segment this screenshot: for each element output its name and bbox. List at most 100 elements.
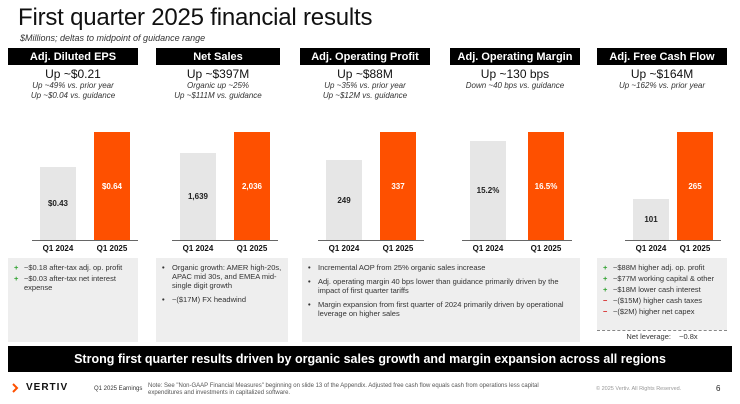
bullet-icon: • (308, 263, 311, 272)
bar-current-label: 337 (391, 181, 405, 191)
note-text: ~($15M) higher cash taxes (613, 296, 703, 305)
logo-text: VERTIV (26, 382, 69, 393)
note-text: ~$18M lower cash interest (613, 285, 701, 294)
note-text: ~$0.03 after-tax net interest expense (24, 274, 116, 292)
panel-adj-fcf: Adj. Free Cash Flow Up ~$164M Up ~162% v… (597, 48, 727, 260)
x-label-prior: Q1 2024 (182, 244, 214, 253)
note-item: + ~$77M working capital & other (603, 274, 721, 283)
bullet-icon: • (308, 277, 311, 286)
note-item: + ~$88M higher adj. op. profit (603, 263, 721, 272)
note-item: − ~($15M) higher cash taxes (603, 296, 721, 305)
notes-fcf: + ~$88M higher adj. op. profit + ~$77M work… (597, 258, 727, 330)
bar-current: 16.5% (528, 132, 564, 240)
panel-sub-2: Up ~$0.04 vs. guidance (30, 91, 116, 100)
chart-adj-fcf: 101 265 Q1 2024 Q1 2025 (597, 48, 727, 260)
panel-sub-2: Up ~$111M vs. guidance (174, 91, 262, 100)
bar-prior-label: 101 (644, 215, 658, 224)
bar-current-label: 265 (688, 181, 702, 191)
panel-headline: Up ~$397M (186, 67, 250, 81)
bar-current: 337 (380, 132, 416, 240)
chart-baseline (625, 240, 721, 241)
bar-current-label: 2,036 (241, 181, 263, 191)
note-text: Organic growth: AMER high-20s, APAC mid … (172, 263, 282, 290)
chart-net-sales: 1,639 2,036 Q1 2024 Q1 2025 (156, 48, 280, 260)
chart-baseline (318, 240, 424, 241)
note-text: ~$77M working capital & other (613, 274, 715, 283)
panel-headline: Up ~$0.21 (45, 67, 101, 81)
bar-prior-label: 1,639 (187, 192, 209, 201)
x-label-prior: Q1 2024 (635, 244, 667, 253)
note-item: − ~($2M) higher net capex (603, 307, 721, 316)
notes-operations: • Incremental AOP from 25% organic sales … (302, 258, 580, 342)
bar-prior-label: 249 (337, 195, 351, 205)
summary-banner: Strong first quarter results driven by o… (8, 346, 732, 372)
x-label-prior: Q1 2024 (328, 244, 360, 253)
x-label-current: Q1 2025 (382, 244, 414, 253)
chart-baseline (32, 240, 138, 241)
x-label-current: Q1 2025 (96, 244, 128, 253)
panel-adj-eps: Adj. Diluted EPS Up ~$0.21 Up ~49% vs. p… (8, 48, 138, 260)
panel-net-sales: Net Sales Up ~$397M Organic up ~25% Up ~… (156, 48, 280, 260)
note-text: Adj. operating margin 40 bps lower than … (318, 277, 559, 295)
minus-icon: − (603, 296, 608, 305)
net-leverage-label: Net leverage: (626, 332, 671, 341)
vertiv-logo-icon (12, 382, 19, 393)
chart-adj-op-margin: 15.2% 16.5% Q1 2024 Q1 2025 (450, 48, 580, 260)
panel-header: Net Sales (156, 48, 280, 65)
x-label-prior: Q1 2024 (472, 244, 504, 253)
bar-prior: 101 (633, 199, 669, 240)
bar-current: 265 (677, 132, 713, 240)
x-label-prior: Q1 2024 (42, 244, 74, 253)
bar-current: 2,036 (234, 132, 270, 240)
panel-headline: Up ~$88M (337, 67, 393, 81)
bar-prior: $0.43 (40, 167, 76, 240)
note-text: Margin expansion from first quarter of 2… (318, 300, 564, 318)
panel-header: Adj. Free Cash Flow (597, 48, 727, 65)
panel-header: Adj. Operating Margin (450, 48, 580, 65)
note-item: • Organic growth: AMER high-20s, APAC mid… (162, 263, 282, 290)
plus-icon: + (603, 263, 608, 272)
bar-prior-label: 15.2% (476, 186, 500, 195)
bullet-icon: • (162, 295, 165, 304)
chart-adj-eps: $0.43 $0.64 Q1 2024 Q1 2025 (8, 48, 138, 260)
plus-icon: + (14, 263, 19, 272)
notes-sales: • Organic growth: AMER high-20s, APAC mid… (156, 258, 288, 342)
bullet-icon: • (162, 263, 165, 272)
panel-headline: Up ~$164M (630, 67, 694, 81)
page-number: 6 (716, 384, 721, 393)
bar-current-label: 16.5% (534, 181, 558, 191)
bar-prior: 249 (326, 160, 362, 240)
panel-sub-1: Up ~35% vs. prior year (324, 81, 406, 90)
panel-header: Adj. Operating Profit (300, 48, 430, 65)
note-item: • Adj. operating margin 40 bps lower than… (308, 277, 574, 295)
x-label-current: Q1 2025 (679, 244, 711, 253)
plus-icon: + (14, 274, 19, 283)
note-text: ~($2M) higher net capex (613, 307, 695, 316)
note-item: • ~($17M) FX headwind (162, 295, 282, 304)
bar-prior-label: $0.43 (47, 199, 69, 208)
net-leverage: Net leverage: ~0.8x (597, 330, 727, 342)
copyright: © 2025 Vertiv. All Rights Reserved. (596, 386, 682, 392)
x-label-current: Q1 2025 (236, 244, 268, 253)
footnote: Note: See "Non-GAAP Financial Measures" … (148, 383, 539, 396)
net-leverage-value: ~0.8x (679, 332, 698, 341)
panel-header: Adj. Diluted EPS (8, 48, 138, 65)
note-item: • Margin expansion from first quarter of … (308, 300, 574, 318)
minus-icon: − (603, 307, 608, 316)
panel-sub-1: Down ~40 bps vs. guidance (465, 81, 565, 90)
page-subtitle: $Millions; deltas to midpoint of guidanc… (20, 33, 206, 43)
panel-headline: Up ~130 bps (480, 67, 550, 81)
plus-icon: + (603, 285, 608, 294)
panel-adj-op-profit: Adj. Operating Profit Up ~$88M Up ~35% v… (300, 48, 430, 260)
chart-baseline (462, 240, 572, 241)
plus-icon: + (603, 274, 608, 283)
panel-sub-1: Up ~162% vs. prior year (618, 81, 706, 90)
note-text: Incremental AOP from 25% organic sales i… (318, 263, 486, 272)
note-text: ~($17M) FX headwind (172, 295, 246, 304)
chart-adj-op-profit: 249 337 Q1 2024 Q1 2025 (300, 48, 430, 260)
note-item: + ~$18M lower cash interest (603, 285, 721, 294)
bar-current-label: $0.64 (101, 181, 123, 191)
page-title: First quarter 2025 financial results (18, 4, 373, 31)
presentation-name: Q1 2025 Earnings (94, 386, 143, 392)
note-item: + ~$0.18 after-tax adj. op. profit (14, 263, 132, 272)
